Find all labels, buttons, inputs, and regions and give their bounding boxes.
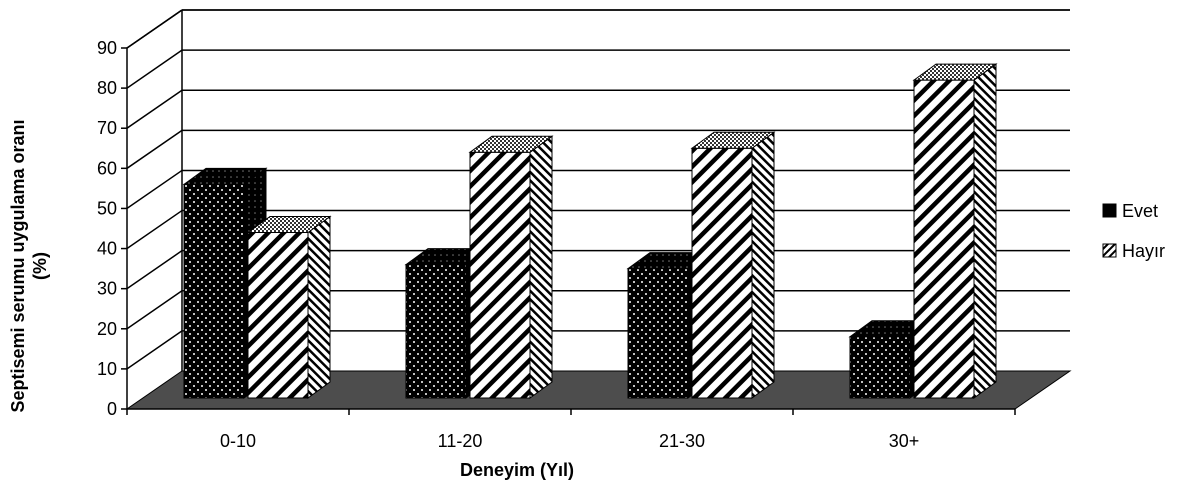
gridline-diagonal-20 <box>126 290 183 330</box>
legend-swatch-hayir <box>1102 243 1117 258</box>
y-tick-label-50: 50 <box>97 198 117 218</box>
y-axis-title-line2: (%) <box>30 252 50 280</box>
y-tick-label-80: 80 <box>97 78 117 98</box>
y-tick-label-10: 10 <box>97 359 117 379</box>
y-tick-labels: 0 10 20 30 40 50 60 70 80 90 <box>97 38 117 419</box>
bar-side-face <box>751 131 775 399</box>
bar-side-face <box>529 135 553 399</box>
legend: Evet Hayır <box>1102 201 1165 261</box>
x-tick-label-0-10: 0-10 <box>220 431 256 451</box>
y-axis-title: Septisemi serumu uygulama oranı (%) <box>8 119 50 412</box>
gridline-diagonal-30 <box>126 250 183 290</box>
bar-hayır-11-20 <box>468 135 554 399</box>
gridline-diagonal-80 <box>126 49 183 89</box>
bar-hayır-0-10 <box>246 215 332 399</box>
gridline-diagonal-60 <box>126 129 183 169</box>
y-tick-label-0: 0 <box>107 399 117 419</box>
bar-top-face <box>690 131 776 149</box>
bar-front-face <box>469 151 531 399</box>
y-tick-label-20: 20 <box>97 319 117 339</box>
bar-series <box>182 63 998 399</box>
bar-front-face <box>913 79 975 399</box>
bar-top-face <box>182 167 268 185</box>
legend-swatch-evet <box>1102 203 1117 218</box>
bar-top-face <box>246 216 332 234</box>
legend-label-evet: Evet <box>1122 201 1158 221</box>
gridline-diagonal-10 <box>126 330 183 370</box>
bar-front-face <box>849 336 911 399</box>
gridline-diagonal-90 <box>126 9 183 49</box>
bar-front-face <box>691 147 753 399</box>
bar-side-face <box>307 215 331 399</box>
axes <box>121 47 1016 415</box>
x-tick-label-30+: 30+ <box>889 431 920 451</box>
y-tick-label-60: 60 <box>97 158 117 178</box>
y-tick-label-90: 90 <box>97 38 117 58</box>
bar-front-face <box>183 183 245 399</box>
legend-label-hayir: Hayır <box>1122 241 1165 261</box>
bar-top-face <box>912 63 998 81</box>
bar-side-face <box>973 63 997 399</box>
bar-front-face <box>405 264 467 399</box>
y-tick-label-70: 70 <box>97 118 117 138</box>
gridline-diagonal-40 <box>126 209 183 250</box>
x-tick-label-11-20: 11-20 <box>438 431 483 451</box>
bar-front-face <box>627 268 689 399</box>
bar-front-face <box>247 232 309 399</box>
y-tick-label-40: 40 <box>97 239 117 259</box>
x-tick-label-21-30: 21-30 <box>659 431 705 451</box>
gridline-diagonal-70 <box>126 89 183 129</box>
bar-hayır-30+ <box>912 63 998 399</box>
y-tick-label-30: 30 <box>97 279 117 299</box>
x-axis-title: Deneyim (Yıl) <box>460 460 574 480</box>
y-axis-title-line1: Septisemi serumu uygulama oranı <box>8 119 28 412</box>
bar-top-face <box>468 135 554 153</box>
bar-hayır-21-30 <box>690 131 776 399</box>
gridline-diagonal-50 <box>126 169 183 210</box>
x-tick-labels: 0-10 11-20 21-30 30+ <box>220 431 919 451</box>
